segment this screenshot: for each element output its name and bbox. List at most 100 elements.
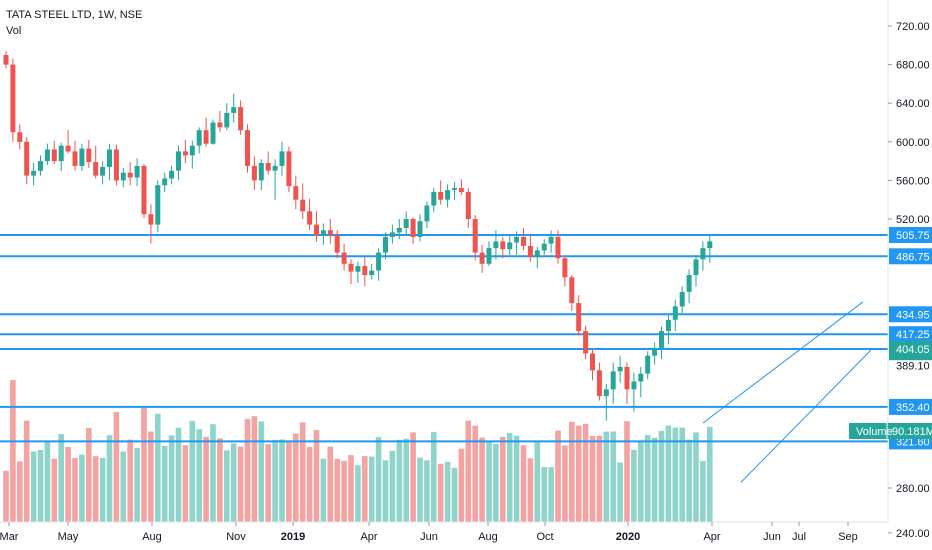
candle-body — [107, 149, 112, 167]
candle-body — [534, 250, 540, 258]
volume-bar — [341, 460, 347, 522]
candle-body — [596, 370, 602, 397]
volume-bar — [624, 421, 630, 522]
volume-bar — [272, 439, 278, 522]
level-price-label: 389.10 — [896, 361, 930, 373]
candle-body — [44, 149, 50, 162]
candle-body — [258, 163, 264, 181]
volume-bar — [596, 435, 603, 522]
time-axis-label: Mar — [0, 531, 19, 543]
volume-bar — [569, 421, 575, 522]
volume-bars — [3, 380, 713, 522]
candle-body — [521, 236, 526, 246]
volume-bar — [555, 430, 561, 522]
time-axis-label: Jul — [792, 531, 806, 543]
candle-body — [203, 130, 209, 144]
price-axis-label: 720.00 — [896, 21, 930, 33]
price-axis-label: 640.00 — [896, 98, 930, 110]
volume-bar — [644, 435, 651, 522]
volume-bar — [10, 380, 16, 522]
volume-bar — [513, 435, 520, 522]
volume-bar — [403, 438, 409, 522]
candle-body — [251, 165, 257, 181]
volume-bar — [72, 458, 78, 522]
level-price-tag: 486.75 — [896, 251, 930, 263]
candle-body — [238, 107, 244, 131]
volume-bar — [113, 412, 120, 522]
volume-bar — [92, 456, 99, 522]
volume-bar — [437, 463, 444, 522]
candle-body — [224, 112, 230, 128]
volume-bar — [348, 455, 354, 522]
candle-body — [638, 373, 644, 382]
price-axis-tags: 505.75486.75434.95417.25352.40321.60417.… — [849, 227, 932, 450]
time-axis-label: Apr — [703, 531, 720, 543]
channel-lower-line — [740, 349, 872, 483]
time-axis-label: Aug — [142, 531, 162, 543]
candle-body — [479, 252, 485, 264]
volume-bar — [444, 461, 451, 522]
time-axis[interactable]: Mar May Aug Nov 2019 Apr Jun Aug Oct 2020 Apr Jun Ju… — [0, 522, 858, 543]
candle-body — [693, 259, 699, 276]
volume-bar — [293, 433, 299, 522]
candle-body — [72, 151, 78, 166]
volume-bar — [203, 436, 209, 522]
candle-body — [314, 224, 319, 236]
volume-bar — [23, 420, 30, 522]
volume-bar — [707, 426, 713, 522]
price-axis[interactable]: 720.00 680.00 640.00 600.00 560.00 520.00 280.… — [888, 21, 930, 540]
level-price-tag: 434.95 — [896, 309, 930, 321]
level-price-tag: 505.75 — [896, 230, 930, 242]
volume-bar — [168, 435, 175, 522]
volume-bar — [30, 451, 37, 522]
candle-body — [141, 165, 147, 215]
volume-bar — [582, 423, 589, 522]
volume-bar — [375, 437, 382, 522]
volume-bar — [286, 442, 292, 522]
candle-body — [576, 303, 582, 332]
candle-body — [24, 141, 30, 176]
candle-body — [665, 319, 671, 332]
candle-body — [155, 185, 161, 225]
candle-body — [603, 389, 609, 397]
candle-body — [659, 331, 664, 348]
volume-bar — [672, 427, 679, 522]
candle-body — [624, 366, 630, 390]
candle-body — [58, 145, 64, 162]
price-axis-label: 240.00 — [896, 528, 930, 540]
time-axis-label: Jun — [420, 531, 438, 543]
volume-bar — [251, 416, 258, 522]
candle-body — [445, 190, 451, 200]
volume-bar — [189, 420, 196, 522]
candle-body — [507, 242, 513, 250]
volume-bar — [106, 435, 113, 522]
candle-body — [376, 252, 382, 271]
candle-body — [500, 241, 506, 250]
candle-body — [293, 186, 299, 200]
volume-bar — [506, 432, 513, 522]
level-price-tag-bg — [889, 227, 932, 243]
price-axis-label: 560.00 — [896, 175, 930, 187]
candle-body — [362, 266, 368, 276]
volume-bar — [217, 438, 223, 522]
candle-body — [38, 161, 43, 171]
candle-body — [10, 64, 16, 133]
volume-bar — [355, 465, 361, 522]
volume-bar — [320, 458, 327, 522]
time-axis-label: May — [58, 531, 79, 543]
candle-body — [231, 107, 237, 113]
symbol-title[interactable]: TATA STEEL LTD, 1W, NSE — [6, 9, 143, 21]
candle-body — [590, 353, 595, 371]
candle-body — [65, 145, 71, 152]
volume-bar — [44, 442, 51, 522]
candle-body — [686, 275, 692, 292]
price-axis-label: 280.00 — [896, 483, 930, 495]
volume-bar — [265, 444, 271, 522]
candle-body — [527, 245, 533, 258]
candle-body — [17, 132, 23, 142]
volume-legend-label[interactable]: Vol — [6, 25, 22, 37]
candle-body — [210, 122, 216, 144]
volume-bar — [258, 421, 265, 522]
candle-body — [396, 228, 402, 233]
